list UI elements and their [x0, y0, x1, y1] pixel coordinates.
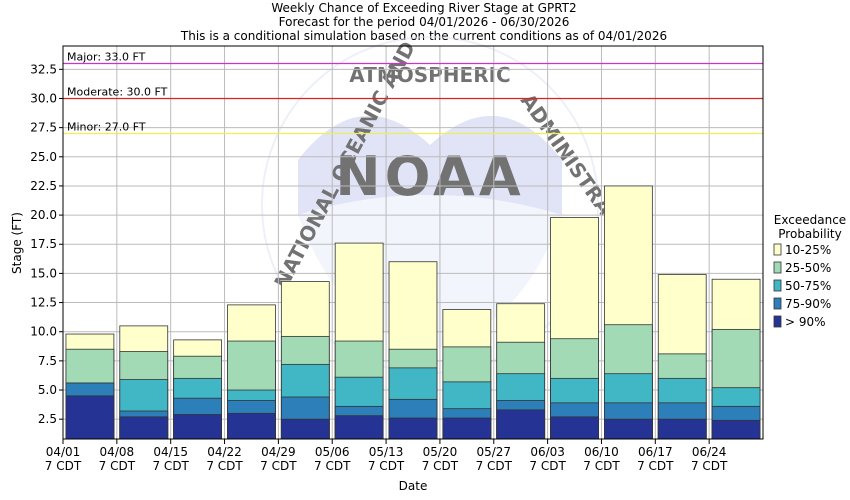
- x-tick-label-time: 7 CDT: [260, 459, 297, 473]
- chart-title-line-1: Weekly Chance of Exceeding River Stage a…: [271, 1, 576, 15]
- y-tick-label: 17.5: [30, 237, 57, 251]
- bar-segment: [388, 417, 438, 440]
- x-tick-label-date: 06/03: [530, 445, 565, 459]
- bar-segment: [657, 418, 707, 440]
- plot-frame: [62, 45, 764, 440]
- legend-swatch: [773, 243, 782, 256]
- svg-text:ATMOSPHERIC: ATMOSPHERIC: [349, 63, 510, 87]
- legend-entry-label: 50-75%: [785, 279, 831, 293]
- x-tick-label-date: 05/06: [315, 445, 350, 459]
- bars: [65, 185, 761, 440]
- x-tick-label-time: 7 CDT: [206, 459, 243, 473]
- x-tick-label-date: 04/08: [100, 445, 135, 459]
- threshold-lines: Major: 33.0 FT Moderate: 30.0 FT Minor: 27…: [63, 50, 763, 135]
- x-tick-label-time: 7 CDT: [314, 459, 351, 473]
- svg-text:NOAA: NOAA: [335, 145, 524, 208]
- bar-segment: [173, 414, 222, 440]
- y-tick-label: 10.0: [30, 325, 57, 339]
- x-tick-label-time: 7 CDT: [583, 459, 620, 473]
- legend-title-line-2: Probability: [778, 227, 841, 241]
- x-tick-label-date: 05/20: [423, 445, 458, 459]
- legend-swatch: [773, 297, 782, 310]
- x-tick-label-time: 7 CDT: [99, 459, 136, 473]
- legend-swatch: [773, 315, 782, 328]
- chart-title-line-2: Forecast for the period 04/01/2026 - 06/…: [279, 15, 570, 29]
- bar-segment: [65, 395, 115, 440]
- y-tick-label: 20.0: [30, 208, 57, 222]
- bar-segment: [496, 409, 546, 440]
- bar-segment: [119, 416, 169, 440]
- bar-segment: [227, 412, 276, 440]
- x-tick-label-date: 05/13: [369, 445, 404, 459]
- y-tick-label: 5.0: [38, 383, 57, 397]
- legend-entry-label: 75-90%: [785, 297, 831, 311]
- legend: Exceedance Probability 10-25% 25-50% 50-75…: [773, 213, 846, 329]
- y-tick-label: 25.0: [30, 150, 57, 164]
- bar-segment: [604, 418, 653, 440]
- legend-swatch: [773, 261, 782, 274]
- y-tick-label: 30.0: [30, 91, 57, 105]
- x-tick-label-time: 7 CDT: [422, 459, 459, 473]
- x-tick-label-date: 06/17: [638, 445, 673, 459]
- y-tick-label: 15.0: [30, 266, 57, 280]
- x-axis-label: Date: [399, 479, 428, 493]
- x-tick-label-time: 7 CDT: [529, 459, 566, 473]
- y-axis-label: Stage (FT): [10, 212, 24, 274]
- y-tick-label: 32.5: [30, 62, 57, 76]
- chart-title-line-3: This is a conditional simulation based o…: [180, 29, 667, 43]
- x-tick-label-time: 7 CDT: [368, 459, 405, 473]
- y-tick-label: 7.5: [38, 354, 57, 368]
- threshold-label: Minor: 27.0 FT: [67, 120, 146, 133]
- y-tick-label: 12.5: [30, 296, 57, 310]
- x-tick-label-date: 05/27: [476, 445, 511, 459]
- y-tick-label: 22.5: [30, 179, 57, 193]
- y-axis-ticks: 2.5 5.0 7.5 10.0 12.5 15.0 17.5 20.0 22.5 25.0 27.…: [30, 62, 63, 426]
- legend-swatch: [773, 279, 782, 292]
- bar-segment: [442, 417, 492, 440]
- threshold-label: Major: 33.0 FT: [67, 50, 146, 63]
- x-tick-label-date: 06/24: [692, 445, 727, 459]
- threshold-label: Moderate: 30.0 FT: [67, 85, 168, 98]
- chart-title: Weekly Chance of Exceeding River Stage a…: [180, 1, 667, 43]
- y-tick-label: 2.5: [38, 412, 57, 426]
- legend-entry-label: 25-50%: [785, 261, 831, 275]
- legend-title-line-1: Exceedance: [774, 213, 846, 227]
- x-tick-label-time: 7 CDT: [691, 459, 728, 473]
- bar-segment: [334, 415, 384, 440]
- x-tick-label-date: 04/01: [46, 445, 81, 459]
- legend-entry-label: > 90%: [785, 315, 826, 329]
- x-tick-label-date: 06/10: [584, 445, 619, 459]
- x-tick-label-time: 7 CDT: [637, 459, 674, 473]
- x-tick-label-date: 04/22: [207, 445, 242, 459]
- x-tick-label-date: 04/15: [153, 445, 188, 459]
- x-tick-label-time: 7 CDT: [45, 459, 82, 473]
- x-tick-label-time: 7 CDT: [476, 459, 513, 473]
- bar-segment: [280, 418, 330, 440]
- legend-entry-label: 10-25%: [785, 243, 831, 257]
- x-tick-label-time: 7 CDT: [152, 459, 189, 473]
- bar-segment: [711, 419, 761, 440]
- y-tick-label: 27.5: [30, 121, 57, 135]
- x-tick-label-date: 04/29: [261, 445, 296, 459]
- bar-segment: [550, 416, 599, 440]
